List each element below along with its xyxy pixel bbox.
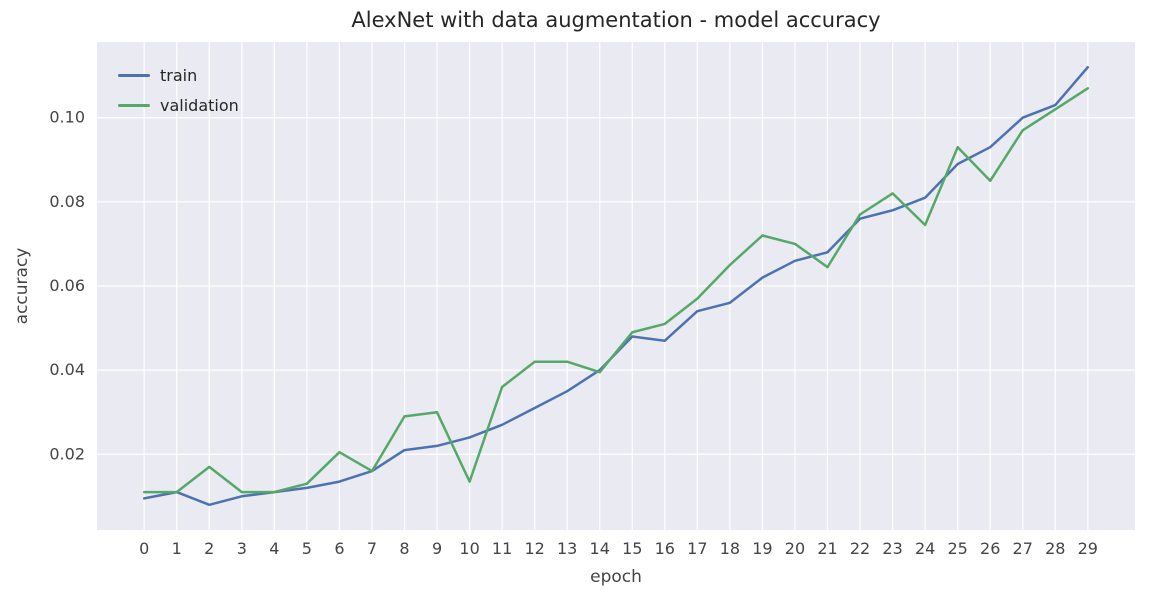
legend: train validation [118,60,239,120]
x-tick-label-1: 1 [172,539,182,558]
x-tick-label-6: 6 [334,539,344,558]
x-tick-label-24: 24 [915,539,935,558]
chart-title: AlexNet with data augmentation - model a… [351,8,881,32]
x-tick-label-16: 16 [655,539,675,558]
y-tick-label-0.08: 0.08 [49,192,85,211]
train-line-swatch [118,73,150,77]
x-tick-label-20: 20 [785,539,805,558]
y-axis-label: accuracy [12,247,32,325]
y-tick-label-0.04: 0.04 [49,360,85,379]
legend-label-train: train [160,65,198,85]
x-tick-label-29: 29 [1078,539,1098,558]
x-tick-label-17: 17 [687,539,707,558]
x-tick-label-22: 22 [850,539,870,558]
x-axis-label: epoch [590,567,642,587]
x-tick-label-23: 23 [882,539,902,558]
series-line-validation [142,87,1090,494]
x-tick-label-19: 19 [752,539,772,558]
x-tick-label-2: 2 [204,539,214,558]
x-tick-label-14: 14 [590,539,610,558]
x-tick-label-28: 28 [1045,539,1065,558]
legend-item-train: train [118,60,239,90]
x-tick-label-25: 25 [947,539,967,558]
x-tick-label-26: 26 [980,539,1000,558]
x-tick-label-18: 18 [720,539,740,558]
x-tick-label-0: 0 [139,539,149,558]
x-tick-label-15: 15 [622,539,642,558]
x-tick-label-21: 21 [817,539,837,558]
x-tick-label-9: 9 [432,539,442,558]
x-tick-label-7: 7 [367,539,377,558]
legend-item-validation: validation [118,90,239,120]
x-tick-label-11: 11 [492,539,512,558]
y-tick-label-0.02: 0.02 [49,444,85,463]
x-tick-label-27: 27 [1013,539,1033,558]
y-tick-label-0.10: 0.10 [49,108,85,127]
y-tick-label-0.06: 0.06 [49,276,85,295]
x-tick-label-10: 10 [459,539,479,558]
validation-line-swatch [118,103,150,107]
x-tick-label-13: 13 [557,539,577,558]
x-tick-label-5: 5 [302,539,312,558]
legend-label-validation: validation [160,95,239,115]
x-tick-label-8: 8 [399,539,409,558]
x-tick-label-12: 12 [524,539,544,558]
x-tick-label-3: 3 [237,539,247,558]
x-tick-label-4: 4 [269,539,279,558]
